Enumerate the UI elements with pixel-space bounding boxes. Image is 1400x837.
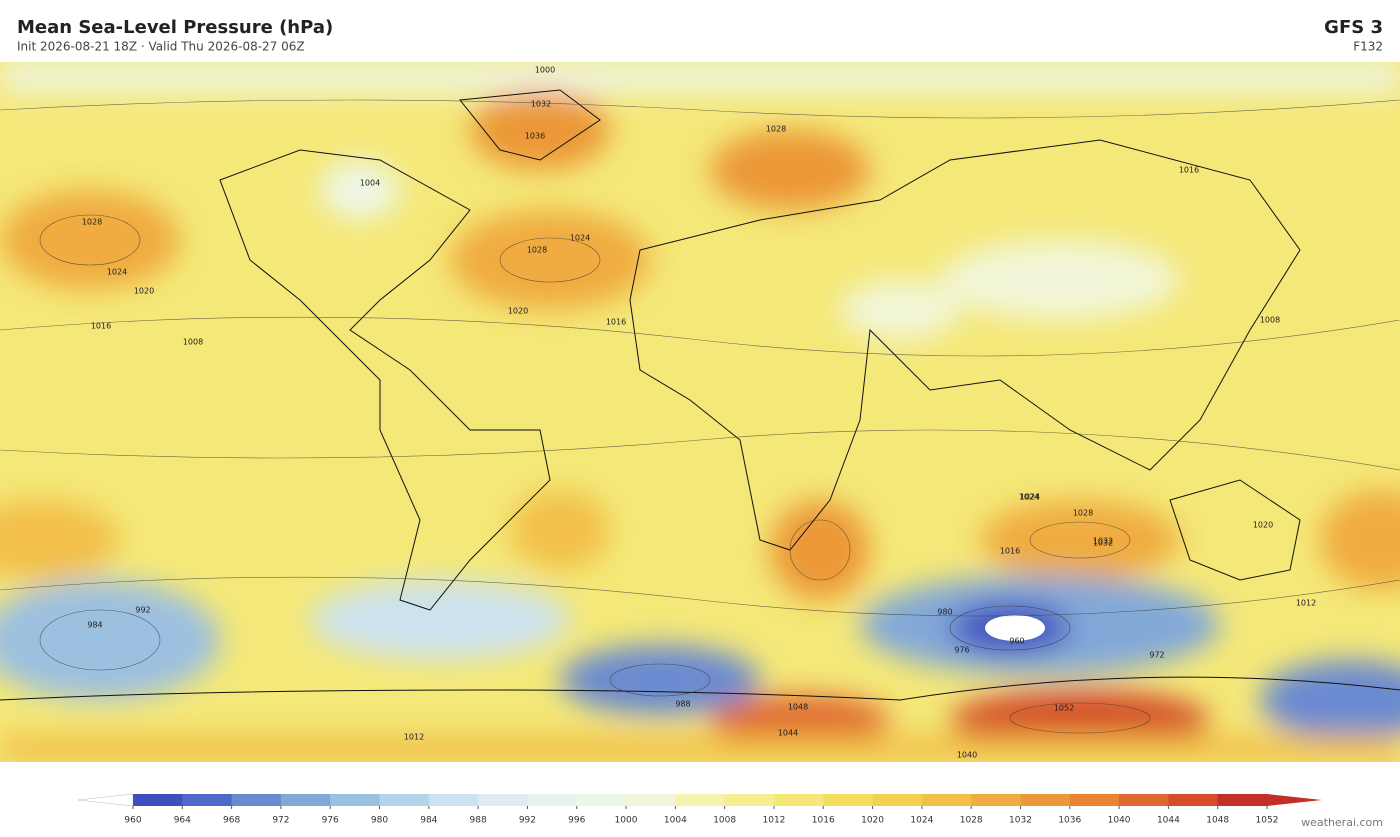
colorbar-label: 1036 [1058,816,1081,826]
contour-labels: 1028 1024 1020 1016 1008 1004 1032 1036 1028 1024… [82,66,1316,760]
colorbar-swatch [1119,794,1169,806]
colorbar-label: 996 [568,816,585,826]
contour-label: 988 [675,700,690,709]
colorbar-label: 1008 [713,816,736,826]
colorbar-label: 1012 [763,816,786,826]
colorbar-swatch [1069,794,1120,806]
colorbar-swatch [280,794,331,806]
contour-label: 1028 [82,218,102,227]
colorbar-label: 988 [470,816,487,826]
colorbar-swatch [1217,794,1268,806]
contour-label: 1044 [778,729,798,738]
colorbar-swatch [182,794,233,806]
contour-label: 1012 [404,733,424,742]
colorbar-label: 960 [124,816,141,826]
colorbar-label: 964 [174,816,191,826]
contour-label: 1016 [91,322,111,331]
contour-label: 1028 [766,125,786,134]
colorbar-label: 1000 [615,816,638,826]
colorbar-swatch [921,794,972,806]
colorbar-label: 972 [272,816,289,826]
colorbar-swatch [231,794,282,806]
colorbar-label: 992 [519,816,536,826]
colorbar-label: 1040 [1108,816,1131,826]
contour-label: 1004 [360,179,380,188]
colorbar-swatch [971,794,1021,806]
colorbar-label: 980 [371,816,388,826]
colorbar-label: 976 [322,816,339,826]
colorbar-label: 1052 [1256,816,1279,826]
contour-label: 1040 [957,751,977,760]
colorbar: 960 964 968 972 976 980 984 988 992 996 1000 1004 10… [77,793,1322,826]
colorbar-swatch [675,794,726,806]
contour-label: 1000 [535,66,555,75]
contour-label: 1052 [1054,704,1074,713]
contour-label: 976 [954,646,969,655]
colorbar-label: 984 [420,816,437,826]
contour-label: 1016 [1000,547,1020,556]
map [0,62,1400,762]
contour-label: 1024 [1020,493,1040,502]
colorbar-swatch [527,794,578,806]
colorbar-label: 1024 [910,816,933,826]
contour-label: 980 [937,608,952,617]
colorbar-label: 968 [223,816,240,826]
contour-label: 984 [87,621,102,630]
colorbar-label: 1004 [664,816,687,826]
contour-label: 1016 [606,318,626,327]
colorbar-label: 1016 [812,816,835,826]
colorbar-swatch [428,794,479,806]
colorbar-extend-low [77,793,134,807]
contour-label: 1028 [527,246,547,255]
contour-label: 1020 [1253,521,1273,530]
colorbar-swatch [1168,794,1219,806]
colorbar-swatch [133,794,183,806]
contour-label: 1032 [1093,539,1113,548]
colorbar-swatch [379,794,430,806]
contour-label: 1032 [531,100,551,109]
model: GFS 3 [1324,17,1383,38]
credit: weatherai.com [1301,816,1383,829]
colorbar-swatch [724,794,775,806]
contour-label: 1012 [1296,599,1316,608]
colorbar-swatch [478,794,528,806]
contour-label: 1020 [134,287,154,296]
contour-label: 1048 [788,703,808,712]
contour-label: 1024 [570,234,590,243]
contour-label: 992 [135,606,150,615]
contour-label: 1008 [1260,316,1280,325]
contour-label: 1020 [508,307,528,316]
colorbar-swatch [1020,794,1071,806]
forecast-hour: F132 [1353,40,1383,54]
contour-label: 1032 [1093,537,1113,546]
contour-label: 1036 [525,132,545,141]
contour-label: 1028 [1073,509,1093,518]
colorbar-extend-high [1267,794,1322,806]
colorbar-swatch [773,794,824,806]
contour-label: 1024 [1019,493,1039,502]
contour-label: 1016 [1179,166,1199,175]
colorbar-label: 1048 [1206,816,1229,826]
colorbar-swatch [823,794,874,806]
subtitle: Init 2026-08-21 18Z · Valid Thu 2026-08-… [17,40,305,54]
contour-label: 972 [1149,651,1164,660]
colorbar-label: 1028 [960,816,983,826]
colorbar-label: 1020 [861,816,884,826]
contour-label: 1024 [107,268,127,277]
contour-label: 960 [1009,637,1024,646]
colorbar-label: 1044 [1157,816,1180,826]
colorbar-swatch [576,794,627,806]
title: Mean Sea-Level Pressure (hPa) [17,17,333,38]
colorbar-swatch [872,794,923,806]
colorbar-swatch [626,794,676,806]
colorbar-swatch [330,794,381,806]
contour-label: 1008 [183,338,203,347]
colorbar-label: 1032 [1009,816,1032,826]
